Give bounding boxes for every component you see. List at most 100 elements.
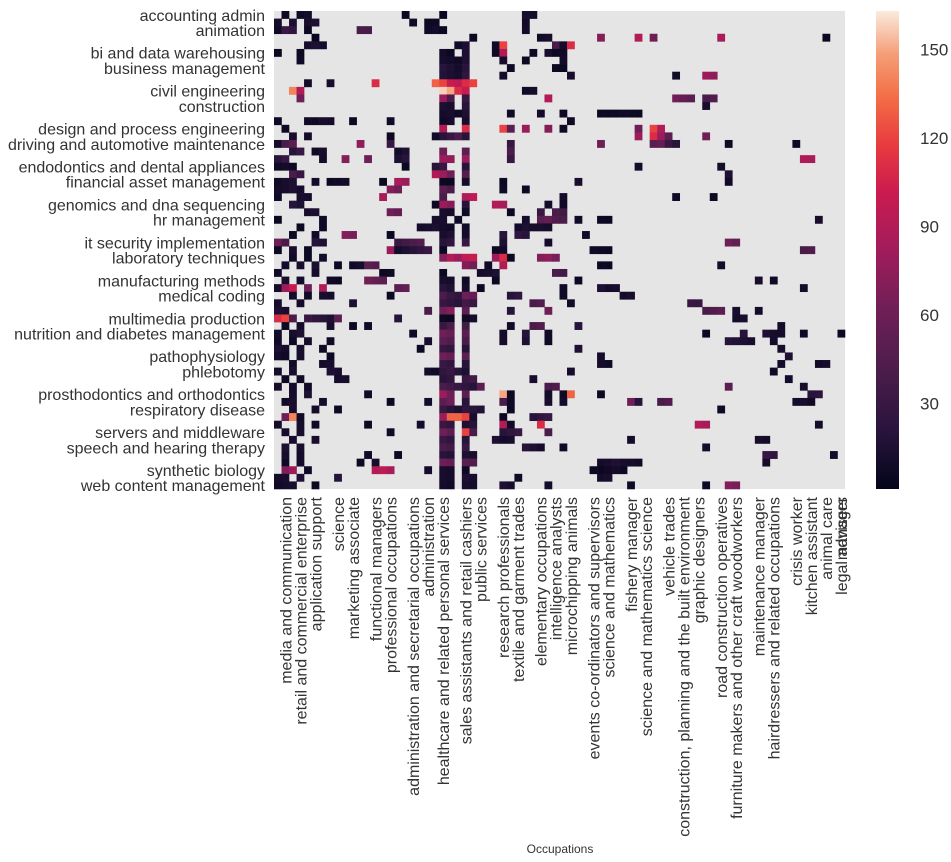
heatmap-cell [439,11,448,19]
x-tick-label: marketing associate [346,497,363,639]
heatmap-cell [446,428,455,437]
heatmap-cell [709,306,718,315]
heatmap-cell [439,458,448,467]
heatmap-cell [514,223,523,232]
y-tick-label: speech and hearing therapy [67,440,265,457]
heatmap-cell [529,443,538,452]
heatmap-cell [589,466,598,475]
heatmap-cell [536,299,545,308]
heatmap-cell [289,390,297,399]
heatmap-cell [544,413,553,422]
heatmap-cell [394,208,403,217]
heatmap-cell [469,291,478,300]
heatmap-cell [446,443,455,452]
heatmap-cell [304,314,312,323]
heatmap-cell [664,397,673,406]
heatmap-cell [724,139,733,148]
heatmap-cell [274,352,282,361]
heatmap-cell [634,33,643,42]
heatmap-cell [446,306,455,315]
heatmap-cell [521,443,530,452]
heatmap-cell [296,147,305,156]
heatmap-cell [304,284,312,293]
heatmap-cell [281,344,290,353]
heatmap-cell [446,117,455,126]
heatmap-cell [634,458,643,467]
y-tick-label: phlebotomy [182,364,265,381]
heatmap-cell [461,382,470,391]
heatmap-cell [551,268,560,277]
heatmap-cell [506,109,515,118]
heatmap-cell [289,481,297,490]
x-tick-label: microchipping animals [564,497,581,655]
heatmap-cell [499,56,508,65]
heatmap-cell [296,473,305,482]
heatmap-cell [326,360,335,368]
heatmap-cell [574,322,583,330]
heatmap-cell [386,397,395,406]
heatmap-cell [334,177,342,186]
heatmap-cell [281,458,290,467]
heatmap-cell [499,48,508,57]
heatmap-cell [326,352,335,361]
heatmap-cell [672,193,681,201]
heatmap-cell [446,276,455,285]
heatmap-cell [529,223,538,232]
heatmap-cell [446,481,455,490]
heatmap-cell [544,253,553,262]
heatmap-cell [289,284,297,293]
heatmap-cell [379,276,387,285]
heatmap-cell [559,397,568,406]
heatmap-cell [521,185,530,194]
heatmap-cell [582,231,590,239]
heatmap-cell [461,314,470,323]
heatmap-cell [304,79,312,88]
x-tick-label: science and mathematics science [639,497,656,736]
heatmap-cell [514,473,523,482]
heatmap-cell [627,291,635,300]
heatmap-cell [356,458,365,467]
heatmap-cell [461,48,470,57]
heatmap-cell [491,253,500,262]
heatmap-cell [289,367,297,376]
heatmap-cell [657,124,665,133]
x-tick-label: furniture makers and other craft woodwor… [729,497,746,819]
heatmap-cell [597,360,605,368]
heatmap-cell [604,360,613,368]
heatmap-cell [454,64,463,72]
heatmap-cell [401,177,410,186]
heatmap-cell [281,139,290,148]
heatmap-cell [567,41,575,50]
heatmap-cell [281,162,290,171]
heatmap-cell [469,451,478,459]
heatmap-cell [469,79,478,88]
heatmap-cell [334,473,342,482]
heatmap-cell [469,253,478,262]
heatmap-cell [559,390,568,399]
heatmap-cell [536,413,545,422]
heatmap-cell [439,231,448,239]
heatmap-cell [499,261,508,270]
heatmap-cell [274,18,282,27]
heatmap-cell [567,390,575,399]
heatmap-cell [274,177,282,186]
heatmap-cell [281,124,290,133]
heatmap-cell [536,223,545,232]
heatmap-cell [349,261,357,270]
heatmap-cell [476,382,485,391]
heatmap-cell [559,56,568,65]
heatmap-cell [536,253,545,262]
heatmap-cell [499,124,508,133]
heatmap-cell [274,162,282,171]
heatmap-cell [551,64,560,72]
heatmap-cell [469,314,478,323]
heatmap-cell [446,64,455,72]
heatmap-cell [461,420,470,429]
heatmap-cell [319,155,327,164]
heatmap-cell [386,185,395,194]
heatmap-cell [739,329,748,338]
heatmap-cell [634,132,643,141]
y-tick-label: prosthodontics and orthodontics [38,387,265,404]
heatmap-cell [574,215,583,224]
heatmap-cell [822,33,831,42]
